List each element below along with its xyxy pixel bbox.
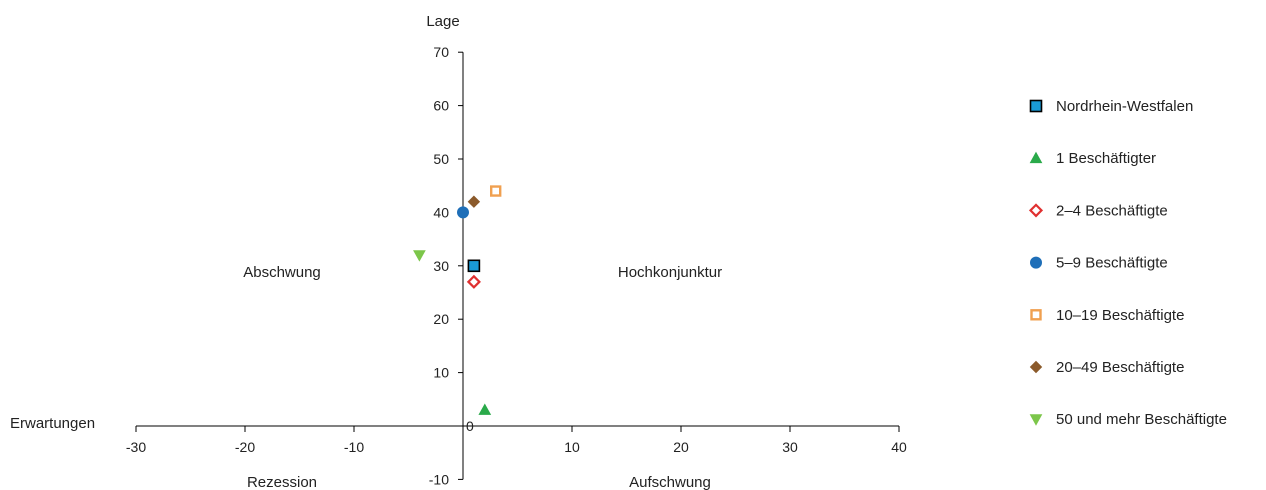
legend-label: 10–19 Beschäftigte [1056, 307, 1184, 324]
y-tick-label: 50 [433, 151, 449, 167]
legend-marker [1029, 360, 1043, 374]
data-point [457, 206, 469, 219]
legend-label: 20–49 Beschäftigte [1056, 359, 1184, 376]
legend-marker [1030, 256, 1042, 269]
y-tick-label: -10 [429, 471, 449, 487]
x-tick-label: 40 [891, 439, 907, 455]
y-tick-label: 10 [433, 365, 449, 381]
y-tick-label: 30 [433, 258, 449, 274]
x-ticks: -30 -20 -10 10 20 30 40 [126, 426, 907, 455]
data-point [466, 274, 481, 289]
x-tick-label: 30 [782, 439, 798, 455]
x-tick-label: -30 [126, 439, 146, 455]
legend-label: 5–9 Beschäftigte [1056, 255, 1168, 272]
legend-marker [1030, 309, 1042, 321]
data-point [490, 185, 502, 197]
data-point [467, 195, 481, 208]
x-tick-label: 10 [564, 439, 580, 455]
x-axis-label: Erwartungen [10, 415, 95, 432]
data-point [413, 250, 426, 262]
y-ticks: -10 0 10 20 30 40 50 60 70 [429, 44, 474, 487]
y-tick-label: 20 [433, 311, 449, 327]
quadrant-label-rezession: Rezession [247, 474, 317, 490]
y-axis-label: Lage [426, 13, 459, 30]
data-points [413, 185, 502, 415]
legend: Nordrhein-Westfalen 1 Beschäftigter 2–4 Be… [1028, 98, 1227, 428]
legend-marker [1028, 203, 1044, 218]
quadrant-label-abschwung: Abschwung [243, 264, 321, 281]
legend-label: 1 Beschäftigter [1056, 150, 1156, 167]
y-tick-label: 70 [433, 44, 449, 60]
legend-label: Nordrhein-Westfalen [1056, 98, 1193, 115]
data-point [478, 403, 492, 415]
legend-label: 2–4 Beschäftigte [1056, 202, 1168, 219]
legend-label: 50 und mehr Beschäftigte [1056, 411, 1227, 428]
x-tick-label: -20 [235, 439, 255, 455]
quadrant-label-hochkonjunktur: Hochkonjunktur [618, 264, 722, 281]
legend-marker [1029, 99, 1043, 113]
x-tick-label: -10 [344, 439, 364, 455]
x-tick-label: 20 [673, 439, 689, 455]
y-tick-label: 40 [433, 204, 449, 220]
legend-marker [1029, 151, 1043, 164]
quadrant-label-aufschwung: Aufschwung [629, 474, 711, 490]
data-point [467, 259, 481, 273]
y-tick-label: 0 [466, 418, 474, 434]
legend-marker [1029, 414, 1043, 426]
y-tick-label: 60 [433, 98, 449, 114]
